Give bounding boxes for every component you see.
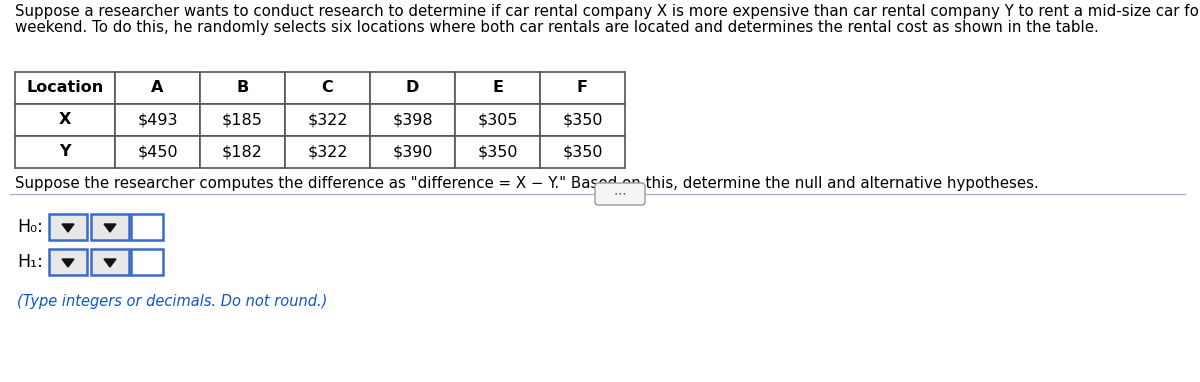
Text: E: E — [492, 81, 503, 96]
Bar — [200, 72, 286, 104]
Text: $322: $322 — [307, 144, 348, 160]
Bar — [540, 104, 625, 136]
Polygon shape — [104, 259, 116, 267]
Polygon shape — [62, 259, 74, 267]
Bar — [370, 104, 455, 136]
Bar — [455, 72, 540, 104]
Bar — [540, 72, 625, 104]
Bar — [49, 214, 88, 240]
Bar — [14, 104, 115, 136]
Bar — [286, 136, 370, 168]
Text: ⋯: ⋯ — [613, 188, 626, 201]
Text: D: D — [406, 81, 419, 96]
Text: $350: $350 — [563, 144, 602, 160]
Bar — [115, 104, 200, 136]
Bar — [200, 104, 286, 136]
Text: H₁:: H₁: — [17, 253, 43, 271]
Bar — [14, 72, 115, 104]
Text: H₀:: H₀: — [17, 218, 43, 236]
Bar — [370, 136, 455, 168]
Bar — [540, 136, 625, 168]
Text: $185: $185 — [222, 113, 263, 128]
FancyBboxPatch shape — [595, 183, 646, 205]
Bar — [91, 214, 130, 240]
Bar — [115, 72, 200, 104]
Text: $493: $493 — [137, 113, 178, 128]
Bar — [115, 136, 200, 168]
Text: $322: $322 — [307, 113, 348, 128]
Bar — [455, 136, 540, 168]
Text: $305: $305 — [478, 113, 517, 128]
Text: B: B — [236, 81, 248, 96]
Bar — [131, 214, 163, 240]
Bar — [286, 104, 370, 136]
Text: (Type integers or decimals. Do not round.): (Type integers or decimals. Do not round… — [17, 294, 328, 309]
Text: F: F — [577, 81, 588, 96]
Text: Y: Y — [59, 144, 71, 160]
Text: A: A — [151, 81, 163, 96]
Text: $390: $390 — [392, 144, 433, 160]
Polygon shape — [104, 224, 116, 232]
Text: Suppose the researcher computes the difference as "difference = X − Y." Based on: Suppose the researcher computes the diff… — [14, 176, 1039, 191]
Bar — [286, 72, 370, 104]
Text: weekend. To do this, he randomly selects six locations where both car rentals ar: weekend. To do this, he randomly selects… — [14, 20, 1099, 35]
Text: $398: $398 — [392, 113, 433, 128]
Bar — [370, 72, 455, 104]
Text: $182: $182 — [222, 144, 263, 160]
Polygon shape — [62, 224, 74, 232]
Bar — [200, 136, 286, 168]
Text: Suppose a researcher wants to conduct research to determine if car rental compan: Suppose a researcher wants to conduct re… — [14, 4, 1200, 19]
Bar — [91, 249, 130, 275]
Bar — [49, 249, 88, 275]
Bar — [131, 249, 163, 275]
Text: X: X — [59, 113, 71, 128]
Text: $350: $350 — [563, 113, 602, 128]
Bar — [455, 104, 540, 136]
Text: $450: $450 — [137, 144, 178, 160]
Text: $350: $350 — [478, 144, 517, 160]
Bar — [14, 136, 115, 168]
Text: C: C — [322, 81, 334, 96]
Text: Location: Location — [26, 81, 103, 96]
